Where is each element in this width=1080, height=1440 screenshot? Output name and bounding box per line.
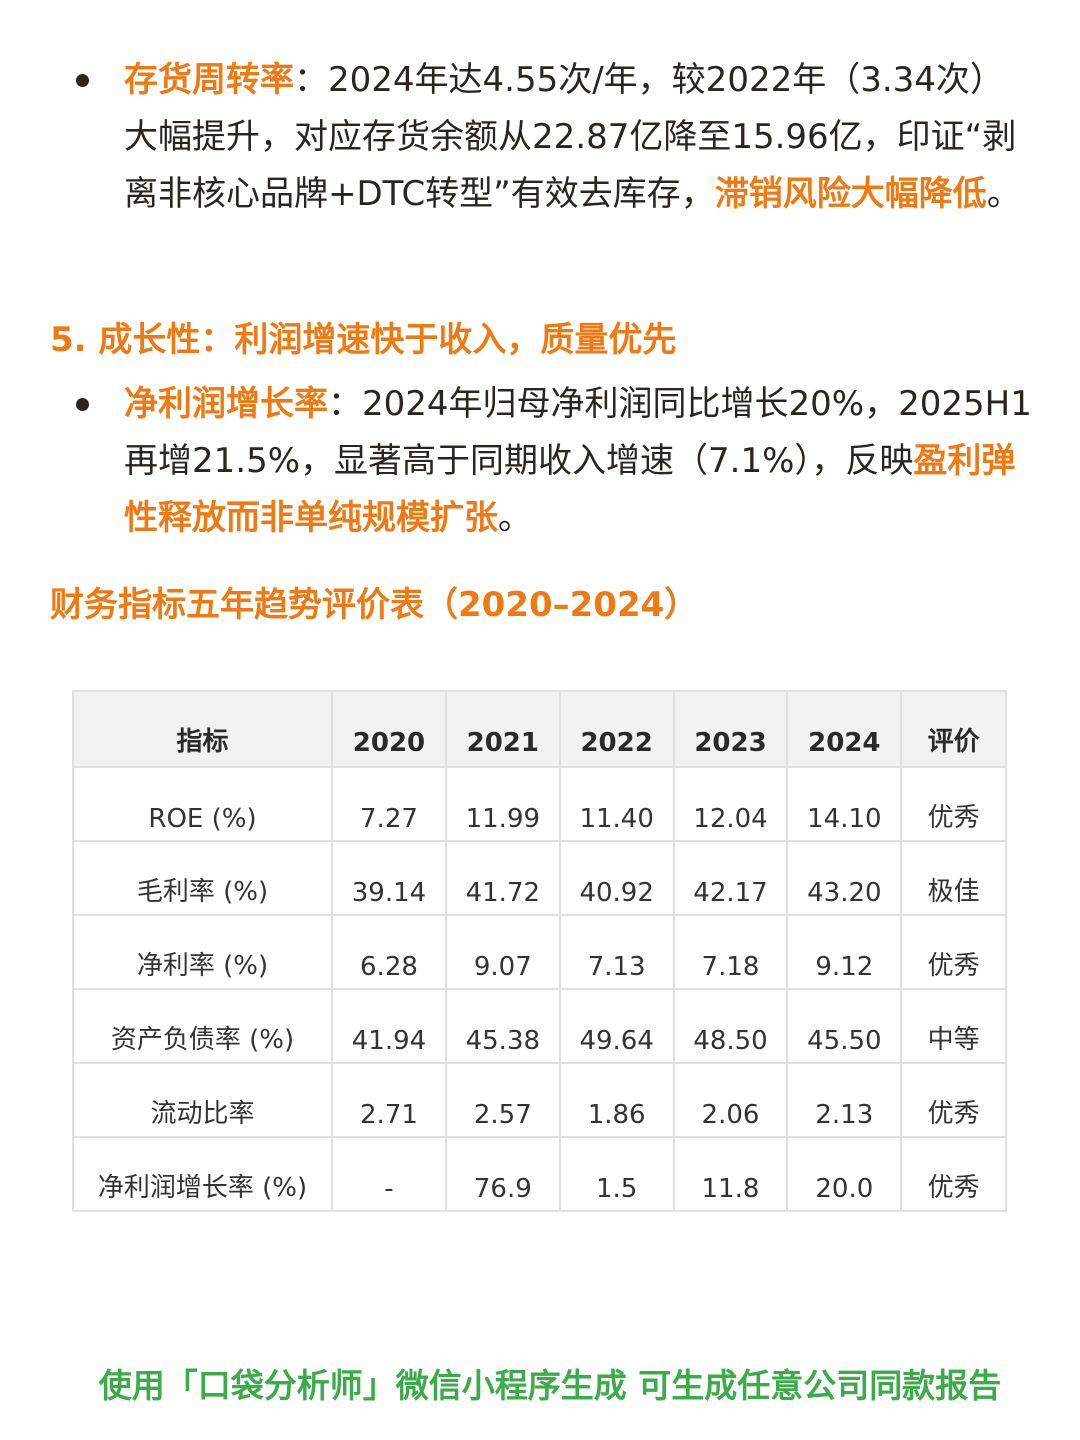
table-row: 资产负债率 (%) 41.94 45.38 49.64 48.50 45.50 … xyxy=(71,988,1007,1064)
cell-indicator: 流动比率 xyxy=(71,1062,334,1138)
bullet-inventory-text: 存货周转率：2024年达4.55次/年，较2022年（3.34次）大幅提升，对应… xyxy=(124,52,1034,223)
cell-evaluation: 极佳 xyxy=(900,840,1007,916)
table-row: ROE (%) 7.27 11.99 11.40 12.04 14.10 优秀 xyxy=(71,766,1007,842)
bullet-end: 。 xyxy=(498,498,532,538)
cell-evaluation: 优秀 xyxy=(900,1136,1007,1212)
bullet-dot-icon xyxy=(76,398,89,411)
cell-value: 12.04 xyxy=(672,766,789,842)
cell-value: 45.50 xyxy=(786,988,903,1064)
table-row: 净利率 (%) 6.28 9.07 7.13 7.18 9.12 优秀 xyxy=(71,914,1007,990)
label-separator: ： xyxy=(294,60,328,100)
table-row: 流动比率 2.71 2.57 1.86 2.06 2.13 优秀 xyxy=(71,1062,1007,1138)
cell-value: 49.64 xyxy=(558,988,675,1064)
cell-value: 76.9 xyxy=(444,1136,561,1212)
cell-value: 41.94 xyxy=(331,988,447,1064)
cell-value: 11.40 xyxy=(558,766,675,842)
cell-value: 45.38 xyxy=(444,988,561,1064)
cell-indicator: 净利润增长率 (%) xyxy=(71,1136,334,1212)
cell-value: 1.86 xyxy=(558,1062,675,1138)
bullet-growth-text: 净利润增长率：2024年归母净利润同比增长20%，2025H1再增21.5%，显… xyxy=(124,376,1034,547)
bullet-body: 2024年达4.55次/年，较2022年（3.34次）大幅提升，对应存货余额从2… xyxy=(124,60,1017,214)
bullet-dot-icon xyxy=(76,74,89,87)
cell-value: 14.10 xyxy=(786,766,903,842)
header-2023: 2023 xyxy=(672,690,789,768)
cell-value: 41.72 xyxy=(444,840,561,916)
table-header-row: 指标 2020 2021 2022 2023 2024 评价 xyxy=(71,690,1007,768)
cell-value: 9.12 xyxy=(786,914,903,990)
cell-value: 40.92 xyxy=(558,840,675,916)
financial-indicators-table: 指标 2020 2021 2022 2023 2024 评价 ROE (%) 7… xyxy=(71,690,1007,1212)
header-indicator: 指标 xyxy=(71,690,334,768)
cell-value: 2.13 xyxy=(786,1062,903,1138)
header-2022: 2022 xyxy=(558,690,675,768)
cell-value: 6.28 xyxy=(331,914,447,990)
header-2020: 2020 xyxy=(331,690,447,768)
cell-value: 11.8 xyxy=(672,1136,789,1212)
cell-indicator: 毛利率 (%) xyxy=(71,840,334,916)
cell-value: 9.07 xyxy=(444,914,561,990)
cell-indicator: 净利率 (%) xyxy=(71,914,334,990)
cell-value: 42.17 xyxy=(672,840,789,916)
cell-value: 39.14 xyxy=(331,840,447,916)
cell-indicator: ROE (%) xyxy=(71,766,334,842)
cell-value: 48.50 xyxy=(672,988,789,1064)
cell-value: 2.06 xyxy=(672,1062,789,1138)
cell-value: 7.18 xyxy=(672,914,789,990)
footer-promo-text: 使用「口袋分析师」微信小程序生成 可生成任意公司同款报告 xyxy=(98,1366,1002,1405)
cell-value: 2.57 xyxy=(444,1062,561,1138)
cell-value: 43.20 xyxy=(786,840,903,916)
label-separator: ： xyxy=(328,384,362,424)
header-2024: 2024 xyxy=(786,690,903,768)
header-2021: 2021 xyxy=(444,690,561,768)
cell-value: 20.0 xyxy=(786,1136,903,1212)
cell-value: 7.13 xyxy=(558,914,675,990)
cell-evaluation: 优秀 xyxy=(900,766,1007,842)
header-evaluation: 评价 xyxy=(900,690,1007,768)
bullet-highlight: 滞销风险大幅降低 xyxy=(714,174,987,214)
cell-value: 1.5 xyxy=(558,1136,675,1212)
section-heading-growth: 5. 成长性：利润增速快于收入，质量优先 xyxy=(50,320,677,360)
cell-value: 11.99 xyxy=(444,766,561,842)
table-row: 净利润增长率 (%) - 76.9 1.5 11.8 20.0 优秀 xyxy=(71,1136,1007,1212)
cell-evaluation: 中等 xyxy=(900,988,1007,1064)
table-row: 毛利率 (%) 39.14 41.72 40.92 42.17 43.20 极佳 xyxy=(71,840,1007,916)
bullet-label: 净利润增长率 xyxy=(124,384,328,424)
cell-value: 7.27 xyxy=(331,766,447,842)
cell-value: 2.71 xyxy=(331,1062,447,1138)
bullet-highlight: 盈利弹性释放而非单纯规模扩张 xyxy=(124,441,1016,538)
cell-evaluation: 优秀 xyxy=(900,1062,1007,1138)
cell-value: - xyxy=(331,1136,447,1212)
bullet-end: 。 xyxy=(986,174,1021,214)
cell-indicator: 资产负债率 (%) xyxy=(71,988,334,1064)
bullet-label: 存货周转率 xyxy=(124,60,294,100)
cell-evaluation: 优秀 xyxy=(900,914,1007,990)
bullet-body: 2024年归母净利润同比增长20%，2025H1再增21.5%，显著高于同期收入… xyxy=(124,384,1032,481)
table-title: 财务指标五年趋势评价表（2020–2024） xyxy=(50,585,699,625)
